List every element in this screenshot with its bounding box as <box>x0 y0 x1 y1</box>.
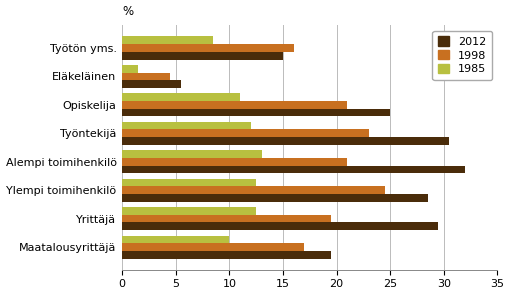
Bar <box>122 207 256 215</box>
Bar <box>122 179 256 186</box>
Bar <box>122 222 438 230</box>
Bar <box>122 158 347 165</box>
Bar <box>122 93 240 101</box>
Bar <box>122 215 330 222</box>
Bar <box>122 80 181 88</box>
Bar <box>122 101 347 109</box>
Bar <box>122 44 293 52</box>
Bar <box>122 73 170 80</box>
Bar <box>122 65 138 73</box>
Text: %: % <box>122 5 133 18</box>
Bar <box>122 243 304 251</box>
Bar <box>122 194 427 202</box>
Bar <box>122 137 448 145</box>
Bar <box>122 122 250 130</box>
Bar <box>122 52 282 60</box>
Bar <box>122 37 213 44</box>
Legend: 2012, 1998, 1985: 2012, 1998, 1985 <box>432 31 491 80</box>
Bar <box>122 165 464 173</box>
Bar <box>122 186 384 194</box>
Bar <box>122 109 389 117</box>
Bar <box>122 236 229 243</box>
Bar <box>122 130 368 137</box>
Bar <box>122 251 330 259</box>
Bar <box>122 150 261 158</box>
